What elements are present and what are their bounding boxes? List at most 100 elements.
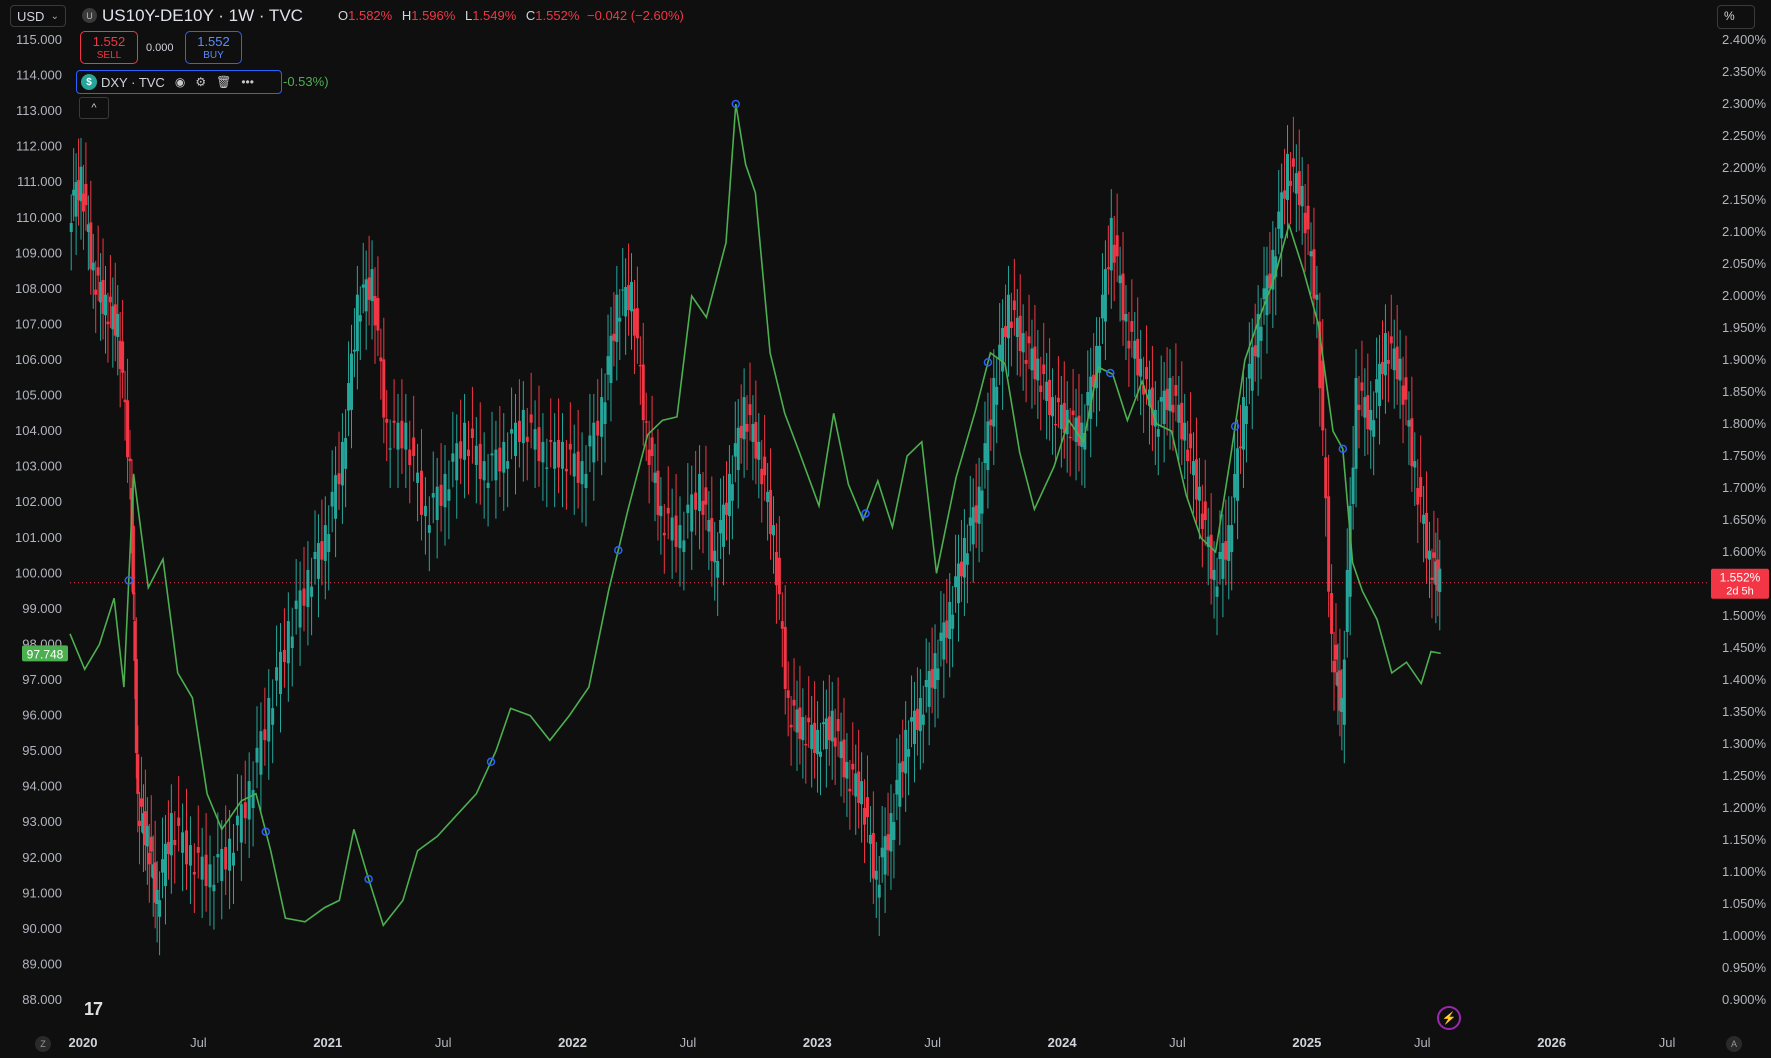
candle-body [1203,501,1207,520]
candle-body [1297,171,1301,206]
candle-body [603,402,607,424]
candle-body [247,781,251,820]
time-axis-tick: 2020 [69,1035,98,1050]
left-axis-tick: 99.000 [22,601,62,616]
auto-scale-button[interactable]: A [1726,1036,1742,1052]
candle-body [716,560,720,578]
spread-value: 0.000 [146,42,174,54]
candle-body [1259,326,1263,341]
candle-body [863,808,867,825]
candle-body [1247,363,1251,379]
candle-body [412,437,416,456]
candle-body [379,357,383,362]
candle-body [564,468,568,472]
candle-body [392,420,396,423]
candle-body [1392,348,1396,371]
candle-body [653,472,657,483]
candle-body [742,397,746,440]
candle-body [466,449,470,456]
more-icon[interactable]: ••• [241,75,254,89]
percent-scale-button[interactable]: % [1717,5,1755,29]
candle-body [1133,340,1137,359]
candle-body [1059,404,1063,430]
currency-selector[interactable]: USD ⌄ [10,5,66,27]
candle-body [898,763,902,807]
lightning-icon[interactable]: ⚡ [1437,1006,1461,1030]
high-label: H [401,8,412,23]
candle-body [1165,388,1169,410]
candle-body [521,409,525,444]
eye-icon[interactable]: ◉ [174,75,186,89]
candle-body [945,620,949,638]
candle-body [1027,336,1031,344]
candle-body [1241,397,1245,450]
candle-body [1354,377,1358,469]
right-axis-tick: 2.350% [1722,64,1767,79]
candle-body [1262,288,1266,300]
collapse-legend-button[interactable]: ^ [79,97,109,119]
candle-body [774,552,778,586]
candle-body [1334,644,1338,660]
candle-body [1171,404,1175,413]
right-axis-tick: 1.900% [1722,352,1767,367]
candle-body [349,353,353,410]
candle-body [1250,347,1254,391]
candle-body [1098,345,1102,373]
left-axis-tick: 109.000 [15,245,62,260]
candle-body [1422,514,1426,524]
candle-body [79,166,83,202]
right-axis-tick: 2.000% [1722,288,1767,303]
candle-body [789,724,793,728]
candle-body [494,449,498,481]
candle-body [177,817,181,826]
candle-body [1375,379,1379,393]
symbol-title[interactable]: US10Y-DE10Y · 1W · TVC [102,6,303,25]
candle-body [754,422,758,459]
candle-body [1351,467,1355,504]
candle-body [1221,543,1225,579]
right-axis-tick: 2.250% [1722,128,1767,143]
candle-body [447,489,451,501]
last-value-badges: 1.552%2d 5h 97.748 [22,568,1769,662]
left-axis-tick: 95.000 [22,743,62,758]
right-axis-tick: 1.150% [1722,832,1767,847]
candle-body [904,729,908,774]
trash-icon[interactable]: 🗑 [216,75,232,89]
candle-body [942,622,946,660]
left-axis-tick: 89.000 [22,956,62,971]
candle-body [927,671,931,707]
candle-body [924,680,928,688]
candle-body [251,790,255,808]
candle-body [1106,267,1110,270]
buy-button[interactable]: 1.552 BUY [185,31,242,64]
candle-body [1268,273,1272,289]
zoom-button[interactable]: Z [35,1036,51,1052]
overlay-legend-dxy[interactable]: $ DXY · TVC ◉ ⚙ 🗑 ••• [76,70,282,94]
candle-body [255,747,259,763]
candle-body [443,473,447,508]
candle-body [596,420,600,436]
low-label: L [464,8,473,23]
candle-body [84,184,88,206]
sell-button[interactable]: 1.552 SELL [80,31,138,64]
right-axis-tick: 1.300% [1722,736,1767,751]
candle-body [1147,389,1151,407]
candle-body [766,491,770,503]
candle-body [385,418,389,423]
left-axis-tick: 101.000 [15,530,62,545]
candle-body [1256,313,1260,358]
settings-icon[interactable]: ⚙ [195,75,207,89]
candle-body [427,525,431,533]
right-last-value: 1.552% [1720,571,1761,585]
candle-body [163,843,167,887]
candle-body [568,443,572,450]
candle-body [1330,592,1334,634]
candle-body [1345,569,1349,632]
left-axis-tick: 104.000 [15,423,62,438]
candle-body [621,289,625,291]
time-axis-tick: Jul [1659,1035,1676,1050]
candle-body [710,518,714,561]
left-axis-tick: 100.000 [15,565,62,580]
candle-body [1416,488,1420,505]
